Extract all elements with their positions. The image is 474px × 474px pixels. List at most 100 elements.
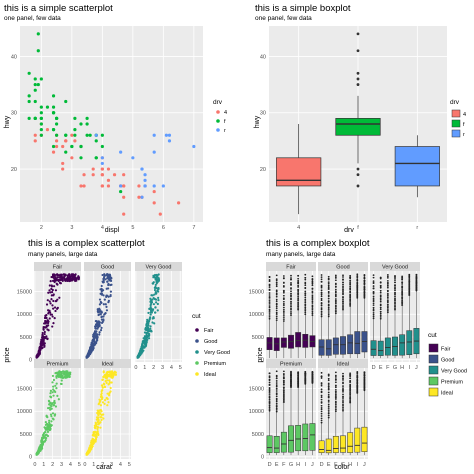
chart4-outlier-very-good-D-1 bbox=[372, 315, 375, 318]
chart3-point-ideal-300 bbox=[109, 390, 112, 393]
chart3-point-premium-225 bbox=[48, 419, 51, 422]
chart2-outlier-f-3 bbox=[356, 32, 360, 36]
chart4-outlier-very-good-G-20 bbox=[394, 279, 396, 281]
chart4-outlier-premium-D-16 bbox=[268, 383, 271, 386]
chart4-outlier-good-E-18 bbox=[327, 284, 330, 287]
chart3-point-premium-282 bbox=[52, 404, 55, 407]
chart4-outlier-fair-G-18 bbox=[290, 283, 292, 286]
chart4-outlier-fair-F-23 bbox=[282, 275, 285, 277]
chart4-outlier-premium-F-17 bbox=[282, 379, 285, 382]
chart4-outlier-fair-H-16 bbox=[297, 284, 300, 287]
chart3-point-fair-129 bbox=[52, 307, 55, 310]
chart4-outlier-very-good-H-7 bbox=[401, 295, 404, 297]
chart4-outlier-very-good-D-12 bbox=[372, 295, 375, 298]
chart4-outlier-good-G-21 bbox=[342, 278, 344, 281]
chart4-outlier-ideal-H-23 bbox=[349, 372, 352, 375]
chart4-outlier-fair-J-1 bbox=[311, 312, 314, 315]
chart3-legend-label-fair: Fair bbox=[204, 328, 214, 334]
chart4-outlier-very-good-H-15 bbox=[401, 285, 404, 288]
chart3-point-fair-285 bbox=[67, 278, 71, 281]
chart4-outlier-ideal-F-11 bbox=[334, 392, 337, 394]
chart3-point-very-good-312 bbox=[150, 301, 154, 304]
chart4-outlier-good-F-19 bbox=[334, 282, 337, 285]
chart3-point-premium-286 bbox=[50, 420, 53, 423]
chart3-point-premium-42 bbox=[52, 378, 56, 382]
chart2-outlier-f-7 bbox=[356, 167, 360, 171]
chart2-xtick-f: f bbox=[357, 225, 359, 231]
chart3-point-fair-109 bbox=[43, 337, 46, 340]
chart3-point-ideal-31 bbox=[106, 404, 109, 407]
chart3-point-fair-279 bbox=[39, 346, 42, 349]
chart1-point-4-22 bbox=[91, 167, 95, 171]
chart2-legend-key-f bbox=[451, 119, 461, 128]
chart3-ytick-premium-3: 15000 bbox=[17, 386, 32, 392]
chart1-point-f-11 bbox=[88, 133, 92, 137]
chart1-point-r-17 bbox=[100, 156, 104, 160]
chart3-point-fair-293 bbox=[53, 278, 57, 281]
chart4-ylabel: price bbox=[257, 347, 264, 362]
chart4-outlier-very-good-F-7 bbox=[386, 300, 389, 303]
chart3-point-premium-206 bbox=[49, 401, 52, 404]
chart3-xtick-very-good-2: 2 bbox=[152, 365, 155, 371]
chart4-outlier-fair-E-1 bbox=[275, 317, 278, 320]
chart3-point-good-219 bbox=[104, 303, 107, 306]
chart3-point-good-210 bbox=[104, 278, 107, 281]
chart4-outlier-premium-F-12 bbox=[282, 386, 285, 389]
chart3-point-premium-264 bbox=[45, 433, 48, 436]
chart4-outlier-very-good-D-8 bbox=[372, 302, 375, 305]
chart4-outlier-good-G-2 bbox=[342, 305, 344, 308]
chart4-outlier-fair-E-12 bbox=[275, 295, 278, 298]
chart4-outlier-good-F-20 bbox=[334, 279, 337, 282]
chart1-point-4-16 bbox=[51, 150, 56, 154]
chart4-outlier-very-good-F-23 bbox=[386, 274, 389, 276]
chart4-outlier-good-F-4 bbox=[334, 305, 337, 308]
chart4-outlier-fair-I-17 bbox=[304, 284, 307, 287]
chart4-outlier-good-H-23 bbox=[349, 274, 352, 277]
chart1-point-f-39 bbox=[55, 133, 59, 137]
chart4-outlier-very-good-F-21 bbox=[386, 276, 389, 279]
chart3-point-premium-288 bbox=[64, 376, 67, 379]
chart4-outlier-fair-G-4 bbox=[290, 307, 292, 310]
chart3-strip-label-very-good: Very Good bbox=[146, 265, 172, 271]
chart4-outlier-good-D-23 bbox=[320, 274, 323, 276]
chart1-point-4-38 bbox=[70, 156, 74, 160]
chart3-point-ideal-315 bbox=[94, 434, 97, 437]
chart4-outlier-fair-F-1 bbox=[282, 318, 285, 321]
chart4-outlier-fair-D-13 bbox=[268, 294, 271, 296]
chart4-outlier-very-good-D-22 bbox=[372, 276, 375, 279]
chart1-point-4-27 bbox=[122, 195, 126, 199]
chart4-outlier-very-good-H-12 bbox=[401, 288, 404, 291]
chart3-point-premium-56 bbox=[54, 384, 57, 387]
chart4-outlier-fair-I-11 bbox=[304, 294, 307, 297]
chart3-point-good-302 bbox=[99, 288, 102, 291]
chart1-point-4-41 bbox=[61, 144, 65, 149]
chart4-outlier-ideal-G-3 bbox=[342, 404, 344, 407]
chart4-outlier-very-good-E-15 bbox=[379, 289, 382, 292]
chart4-outlier-very-good-F-4 bbox=[386, 305, 389, 308]
chart3-point-good-312 bbox=[95, 330, 98, 333]
chart1-point-f-9 bbox=[73, 133, 77, 137]
chart4-outlier-fair-I-8 bbox=[304, 300, 307, 302]
chart3-point-ideal-197 bbox=[104, 380, 107, 383]
chart4-outlier-good-E-12 bbox=[327, 294, 330, 297]
chart4-outlier-ideal-E-5 bbox=[327, 407, 330, 410]
chart2-box-f bbox=[335, 118, 381, 136]
chart4-outlier-ideal-F-22 bbox=[334, 374, 337, 377]
chart3-point-good-289 bbox=[107, 283, 110, 287]
chart4-outlier-fair-I-20 bbox=[304, 278, 307, 281]
chart2-xlabel: drv bbox=[344, 227, 354, 234]
chart3-point-premium-250 bbox=[41, 436, 45, 440]
chart4-outlier-fair-J-6 bbox=[311, 304, 314, 307]
chart3-point-fair-249 bbox=[58, 281, 62, 284]
chart4-outlier-fair-D-21 bbox=[268, 279, 271, 281]
chart4-box-fair-H bbox=[295, 332, 302, 348]
chart4-outlier-good-D-9 bbox=[320, 299, 323, 302]
chart3-point-very-good-190 bbox=[150, 302, 153, 305]
chart3-xtick-very-good-5: 5 bbox=[179, 365, 182, 371]
chart4-outlier-very-good-H-2 bbox=[401, 301, 404, 304]
chart3-point-premium-167 bbox=[60, 382, 63, 386]
chart3-ytick-premium-1: 5000 bbox=[20, 432, 32, 438]
chart3-point-fair-316 bbox=[70, 273, 73, 276]
chart3-point-fair-275 bbox=[43, 332, 46, 336]
chart4-outlier-ideal-D-17 bbox=[320, 384, 323, 387]
